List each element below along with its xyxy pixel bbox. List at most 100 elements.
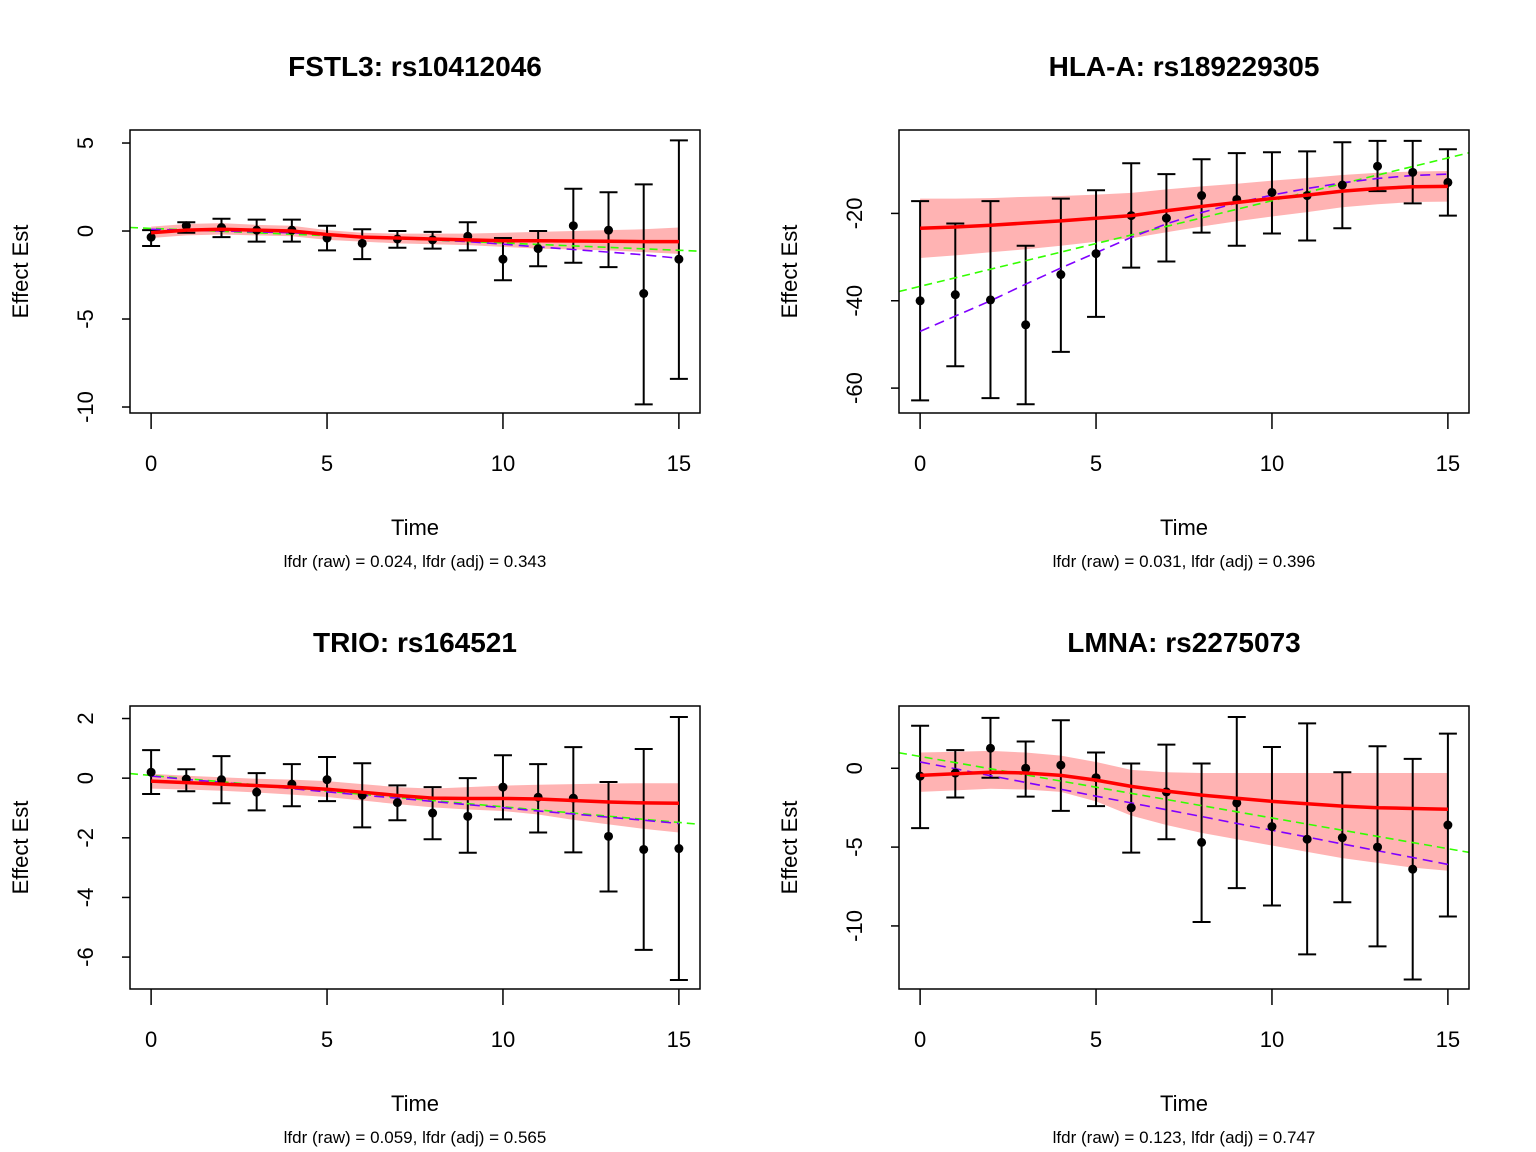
x-axis-label: Time xyxy=(1160,515,1208,540)
data-point xyxy=(181,221,191,231)
data-point xyxy=(146,232,156,242)
y-axis-label: Effect Est xyxy=(8,801,33,895)
x-tick-label: 15 xyxy=(1436,451,1460,476)
quadratic-fit-line xyxy=(919,761,1449,866)
y-tick-label: 0 xyxy=(842,762,867,774)
data-point xyxy=(1408,864,1418,874)
data-point xyxy=(1337,833,1347,843)
smooth-fit-line xyxy=(920,770,1448,812)
panel-1: 0 5 10 15 5 0 -5 -10 FSTL3: rs10412046 Time lfdr (… xyxy=(8,51,701,571)
data-point xyxy=(639,844,649,854)
plot-area xyxy=(130,716,700,982)
data-point xyxy=(1232,798,1242,808)
data-point xyxy=(322,775,332,785)
plot-frame xyxy=(129,705,701,990)
x-tick-label: 10 xyxy=(491,1027,515,1052)
smooth-fit-line xyxy=(920,184,1448,231)
data-point xyxy=(1302,834,1312,844)
data-point xyxy=(950,290,960,300)
x-tick-label: 15 xyxy=(667,1027,691,1052)
y-tick-label: 0 xyxy=(73,225,98,237)
lfdr-subtitle: lfdr (raw) = 0.059, lfdr (adj) = 0.565 xyxy=(284,1128,547,1147)
y-tick-label: -10 xyxy=(73,391,98,423)
x-tick-label: 0 xyxy=(914,1027,926,1052)
y-tick-label: -60 xyxy=(842,372,867,404)
data-point xyxy=(1021,763,1031,773)
data-point xyxy=(1267,187,1277,197)
data-point xyxy=(985,295,995,305)
data-point xyxy=(1056,270,1066,280)
x-tick-label: 5 xyxy=(1090,1027,1102,1052)
lfdr-subtitle: lfdr (raw) = 0.031, lfdr (adj) = 0.396 xyxy=(1053,552,1316,571)
data-point xyxy=(498,254,508,264)
data-point xyxy=(357,238,367,248)
data-point xyxy=(639,288,649,298)
smooth-confidence-band xyxy=(920,171,1448,258)
x-tick-label: 0 xyxy=(914,451,926,476)
x-axis-label: Time xyxy=(391,515,439,540)
plot-frame xyxy=(129,129,701,414)
x-tick-label: 0 xyxy=(145,451,157,476)
plot-area xyxy=(899,716,1469,981)
y-axis-label: Effect Est xyxy=(777,801,802,895)
data-point xyxy=(463,811,473,821)
y-tick-label: -2 xyxy=(73,828,98,848)
plot-frame xyxy=(898,129,1470,414)
plot-area xyxy=(130,139,700,406)
data-point xyxy=(146,767,156,777)
y-axis-label: Effect Est xyxy=(777,225,802,319)
data-point xyxy=(1126,803,1136,813)
panel-title: TRIO: rs164521 xyxy=(313,627,517,658)
y-tick-label: 0 xyxy=(73,772,98,784)
x-tick-label: 5 xyxy=(1090,451,1102,476)
data-point xyxy=(533,244,543,254)
data-point xyxy=(674,844,684,854)
linear-fit-line xyxy=(899,152,1469,293)
y-axis-label: Effect Est xyxy=(8,225,33,319)
data-point xyxy=(1337,180,1347,190)
data-point xyxy=(428,808,438,818)
y-tick-label: -6 xyxy=(73,947,98,967)
x-tick-label: 10 xyxy=(1260,1027,1284,1052)
smooth-confidence-band xyxy=(920,750,1448,871)
data-point xyxy=(604,831,614,841)
lfdr-subtitle: lfdr (raw) = 0.123, lfdr (adj) = 0.747 xyxy=(1053,1128,1316,1147)
smooth-fit-line xyxy=(150,227,679,244)
data-point xyxy=(1373,161,1383,171)
data-point xyxy=(392,798,402,808)
data-point xyxy=(498,782,508,792)
data-point xyxy=(674,254,684,264)
x-axis-label: Time xyxy=(1160,1091,1208,1116)
data-point xyxy=(216,775,226,785)
data-point xyxy=(1091,249,1101,259)
data-point xyxy=(1408,167,1418,177)
panel-2: 0 5 10 15 -20 -40 -60 HLA-A: rs189229305 Time lfd… xyxy=(777,51,1470,571)
data-point xyxy=(985,743,995,753)
y-tick-label: -4 xyxy=(73,888,98,908)
lfdr-subtitle: lfdr (raw) = 0.024, lfdr (adj) = 0.343 xyxy=(284,552,547,571)
y-tick-label: -5 xyxy=(73,309,98,329)
x-tick-label: 10 xyxy=(491,451,515,476)
x-tick-label: 15 xyxy=(1436,1027,1460,1052)
data-point xyxy=(568,221,578,231)
panel-4: 0 5 10 15 0 -5 -10 LMNA: rs2275073 Time lfdr (raw… xyxy=(777,627,1470,1147)
x-tick-label: 0 xyxy=(145,1027,157,1052)
data-point xyxy=(1021,320,1031,330)
data-point xyxy=(1373,842,1383,852)
data-point xyxy=(1267,822,1277,832)
data-point xyxy=(604,225,614,235)
data-point xyxy=(1161,213,1171,223)
panel-title: LMNA: rs2275073 xyxy=(1067,627,1300,658)
x-tick-label: 5 xyxy=(321,1027,333,1052)
y-tick-label: -40 xyxy=(842,285,867,317)
y-tick-label: -5 xyxy=(842,837,867,857)
y-tick-label: 2 xyxy=(73,712,98,724)
y-tick-label: -20 xyxy=(842,198,867,230)
x-tick-label: 15 xyxy=(667,451,691,476)
plot-area xyxy=(899,139,1469,406)
x-tick-label: 5 xyxy=(321,451,333,476)
data-point xyxy=(1056,760,1066,770)
quadratic-fit-line xyxy=(919,173,1448,333)
